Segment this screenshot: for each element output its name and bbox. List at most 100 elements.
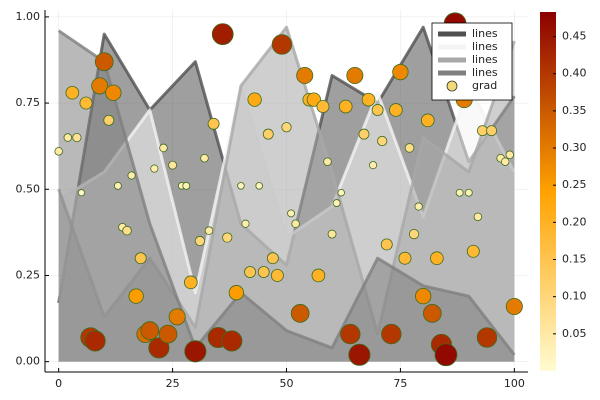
point bbox=[204, 226, 214, 235]
point bbox=[255, 182, 263, 190]
point bbox=[408, 228, 420, 240]
point bbox=[247, 92, 262, 107]
point bbox=[77, 189, 86, 197]
point bbox=[222, 232, 233, 243]
y-tick-label: 0.75 bbox=[16, 96, 41, 109]
point bbox=[54, 147, 63, 156]
point bbox=[323, 157, 332, 166]
point bbox=[290, 304, 310, 323]
point bbox=[392, 63, 409, 81]
point bbox=[380, 238, 393, 251]
colorbar-tick-label: 0.25 bbox=[562, 178, 587, 191]
point bbox=[184, 275, 198, 290]
point bbox=[358, 128, 370, 140]
point bbox=[281, 122, 292, 133]
point bbox=[63, 133, 73, 142]
y-tick-label: 0.00 bbox=[16, 355, 41, 368]
point bbox=[158, 324, 178, 344]
point bbox=[361, 92, 376, 107]
point bbox=[306, 92, 321, 107]
point bbox=[128, 288, 144, 304]
point bbox=[466, 244, 480, 258]
point bbox=[404, 143, 415, 153]
point bbox=[200, 153, 209, 163]
point bbox=[103, 114, 115, 126]
point bbox=[291, 219, 300, 229]
point bbox=[377, 135, 388, 147]
point bbox=[505, 150, 515, 160]
point bbox=[346, 67, 364, 85]
point bbox=[237, 182, 245, 190]
point bbox=[381, 323, 402, 345]
legend-label: lines bbox=[472, 27, 498, 40]
colorbar bbox=[540, 12, 556, 371]
point bbox=[337, 188, 345, 197]
point bbox=[241, 219, 250, 228]
point bbox=[464, 188, 473, 197]
point bbox=[389, 103, 403, 117]
point bbox=[414, 202, 423, 211]
point bbox=[332, 199, 341, 207]
point bbox=[455, 188, 464, 197]
point bbox=[221, 330, 243, 352]
point bbox=[207, 117, 220, 130]
point bbox=[327, 229, 337, 239]
line bbox=[57, 29, 516, 356]
point bbox=[340, 323, 361, 345]
point bbox=[168, 160, 178, 170]
point bbox=[105, 84, 122, 101]
legend-label: grad bbox=[472, 79, 497, 92]
point bbox=[434, 343, 458, 367]
point bbox=[65, 85, 80, 100]
x-tick-label: 0 bbox=[55, 377, 62, 390]
point bbox=[338, 99, 353, 114]
point bbox=[168, 308, 186, 326]
point bbox=[79, 96, 93, 110]
point bbox=[228, 285, 245, 301]
point bbox=[159, 143, 168, 153]
y-tick-label: 0.25 bbox=[16, 268, 41, 281]
x-tick-label: 25 bbox=[166, 377, 180, 390]
point bbox=[430, 251, 444, 266]
point bbox=[476, 327, 498, 348]
x-tick-label: 75 bbox=[393, 377, 407, 390]
x-tick-label: 100 bbox=[504, 377, 525, 390]
point bbox=[486, 125, 497, 137]
point bbox=[84, 330, 106, 352]
point bbox=[150, 164, 159, 173]
colorbar-tick-label: 0.30 bbox=[562, 141, 587, 154]
point bbox=[296, 67, 314, 85]
point bbox=[127, 171, 136, 180]
point bbox=[94, 52, 114, 72]
point bbox=[244, 266, 256, 278]
point bbox=[140, 321, 160, 340]
point bbox=[182, 181, 191, 190]
point bbox=[262, 128, 274, 140]
point bbox=[270, 269, 284, 282]
point bbox=[368, 161, 378, 170]
legend-label: lines bbox=[472, 40, 498, 53]
point bbox=[316, 100, 330, 113]
point bbox=[271, 34, 293, 55]
point bbox=[148, 337, 170, 359]
point bbox=[473, 212, 483, 222]
point bbox=[134, 252, 147, 265]
point bbox=[311, 268, 326, 283]
y-tick-label: 0.50 bbox=[16, 182, 41, 195]
y-tick-label: 1.00 bbox=[16, 10, 41, 23]
colorbar-tick-label: 0.40 bbox=[562, 67, 587, 80]
x-tick-label: 50 bbox=[280, 377, 294, 390]
legend-swatch bbox=[446, 80, 458, 92]
point bbox=[113, 181, 122, 190]
colorbar-tick-label: 0.10 bbox=[562, 290, 587, 303]
point bbox=[398, 251, 412, 265]
point bbox=[348, 343, 371, 366]
colorbar-tick-label: 0.35 bbox=[562, 104, 587, 117]
area bbox=[58, 30, 515, 362]
point bbox=[184, 340, 207, 363]
point bbox=[476, 125, 488, 137]
colorbar-tick-label: 0.15 bbox=[562, 253, 587, 266]
legend-label: lines bbox=[472, 53, 498, 66]
point bbox=[72, 132, 82, 143]
